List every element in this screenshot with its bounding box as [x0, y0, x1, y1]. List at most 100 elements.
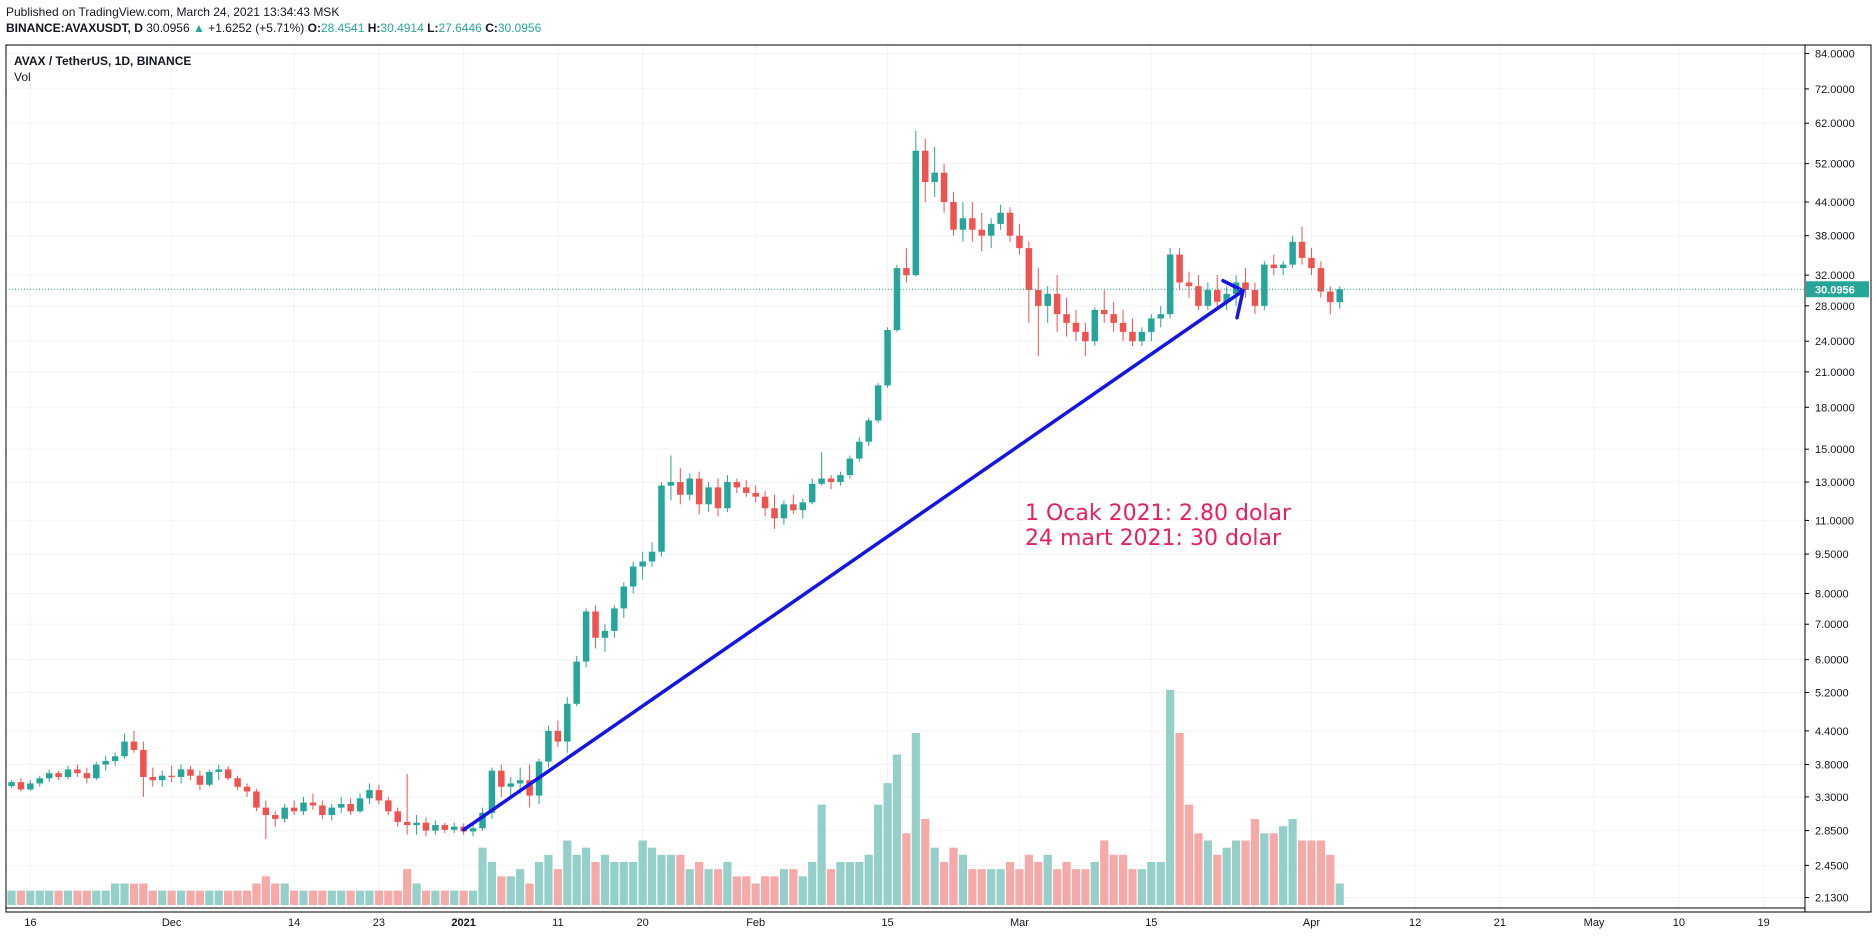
candle-body: [752, 492, 759, 497]
volume-bar: [1194, 833, 1203, 905]
legend-title: AVAX / TetherUS, 1D, BINANCE: [14, 54, 191, 68]
candle-body: [177, 769, 185, 777]
candle-body: [695, 478, 703, 505]
volume-bar: [280, 883, 289, 905]
price-change: +1.6252 (+5.71%): [208, 21, 305, 35]
volume-bar: [327, 890, 336, 905]
volume-bar: [1250, 819, 1260, 905]
volume-bar: [111, 883, 120, 905]
candle-body: [1176, 254, 1183, 283]
y-tick-label: 84.0000: [1815, 49, 1855, 61]
candle-body: [629, 566, 637, 587]
candle-body: [790, 504, 797, 511]
y-tick-label: 21.0000: [1815, 367, 1855, 379]
candle-body: [93, 764, 100, 779]
volume-bar: [647, 847, 657, 905]
volume-bar: [977, 869, 986, 905]
volume-bar: [534, 862, 544, 905]
volume-bar: [431, 890, 440, 905]
candle-body: [1138, 331, 1146, 342]
y-tick-label: 15.0000: [1815, 444, 1855, 456]
volume-bar: [638, 840, 647, 905]
candle-body: [818, 478, 825, 484]
volume-bar: [384, 890, 393, 905]
volume-bar: [1184, 804, 1194, 905]
volume-bar: [591, 862, 600, 905]
candle-body: [102, 760, 109, 765]
y-tick-label: 2.8500: [1815, 826, 1849, 838]
volume-bar: [468, 890, 478, 905]
volume-bar: [1100, 840, 1109, 905]
trend-arrowhead: [1221, 278, 1245, 320]
volume-bar: [911, 733, 920, 905]
volume-bar: [139, 883, 148, 905]
candle-body: [272, 815, 279, 819]
y-tick-label: 18.0000: [1815, 402, 1855, 414]
volume-bar: [82, 890, 91, 905]
volume-bar: [148, 890, 157, 905]
volume-bar: [176, 890, 186, 905]
volume-bar: [855, 862, 864, 905]
volume-bar: [666, 854, 675, 905]
annotation-line-1: 1 Ocak 2021: 2.80 dolar: [1025, 501, 1292, 526]
candle-body: [1336, 289, 1343, 303]
volume-bar: [45, 890, 54, 905]
x-tick-label: Feb: [746, 917, 765, 929]
candle-body: [140, 749, 147, 777]
candle-body: [1016, 235, 1023, 249]
volume-bar: [1297, 840, 1307, 905]
volume-bar: [167, 890, 176, 905]
candle-body: [45, 773, 53, 779]
volume-bar: [299, 890, 308, 905]
volume-bar: [1288, 819, 1297, 905]
volume-bar: [290, 890, 299, 905]
candle-body: [83, 773, 91, 779]
volume-bar: [930, 847, 939, 905]
volume-bar: [271, 883, 280, 905]
volume-bar: [1175, 733, 1184, 905]
volume-bar: [600, 854, 610, 905]
candle-body: [1148, 318, 1155, 332]
volume-bar: [487, 862, 497, 905]
candle-body: [959, 218, 967, 230]
x-tick-label: Dec: [162, 917, 182, 929]
y-tick-label: 11.0000: [1815, 515, 1854, 527]
price-axis[interactable]: 84.0000 72.0000 62.0000 52.0000 44.0000 38.00…: [1805, 49, 1855, 905]
volume-bar: [205, 890, 214, 905]
time-axis[interactable]: 16 Dec 14 23 2021 11 20 Feb 15 Mar 15 Apr 12 21 May 10 1…: [24, 917, 1770, 929]
volume-bar: [1043, 854, 1052, 905]
candle-body: [366, 790, 373, 799]
candle-body: [300, 802, 307, 812]
volume-bar: [751, 883, 760, 905]
volume-bar: [63, 890, 73, 905]
volume-bar: [1005, 862, 1015, 905]
x-tick-label: May: [1584, 917, 1605, 929]
candle-body: [450, 826, 458, 830]
volume-bar: [1053, 869, 1062, 905]
candle-body: [413, 822, 420, 826]
candle-body: [187, 769, 194, 776]
published-note: Published on TradingView.com, March 24, …: [6, 5, 340, 19]
volume-bar: [1326, 854, 1335, 905]
volume-bar: [798, 876, 807, 905]
candle-body: [149, 776, 157, 781]
candle-body: [893, 268, 901, 331]
y-tick-label: 3.8000: [1815, 760, 1849, 772]
volume-bar: [1156, 862, 1165, 905]
volume-bar: [497, 876, 506, 905]
y-tick-label: 44.0000: [1815, 197, 1855, 209]
volume-bar: [1232, 840, 1241, 905]
volume-bar: [704, 869, 713, 905]
candle-body: [290, 807, 298, 812]
volume-bar: [129, 883, 139, 905]
volume-bar: [158, 890, 167, 905]
volume-bar: [421, 890, 431, 905]
candle-body: [356, 798, 364, 812]
volume-bar: [92, 890, 101, 905]
candle-body: [507, 783, 515, 787]
candle-body: [328, 807, 336, 816]
volume-bar: [186, 890, 195, 905]
y-tick-label: 52.0000: [1815, 159, 1855, 171]
volume-bar: [883, 783, 892, 905]
